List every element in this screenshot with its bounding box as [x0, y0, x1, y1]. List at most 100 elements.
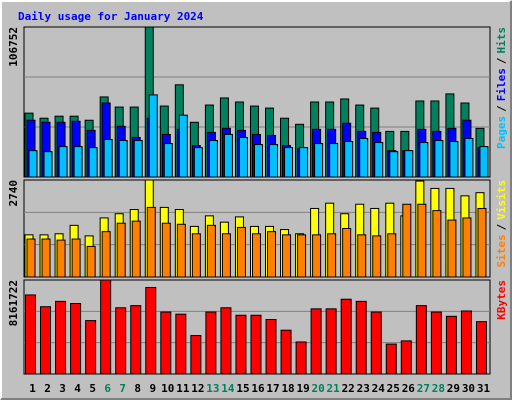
x-tick-label: 10	[161, 382, 174, 395]
bar	[445, 315, 457, 375]
bar	[235, 314, 247, 375]
bar	[265, 319, 277, 375]
x-tick-label: 26	[402, 382, 416, 395]
bar	[417, 203, 427, 278]
bar	[131, 220, 141, 278]
x-tick-label: 23	[357, 382, 370, 395]
x-tick-label: 28	[432, 382, 445, 395]
x-tick-label: 11	[176, 382, 190, 395]
bar	[295, 341, 307, 375]
bar	[297, 234, 307, 278]
bar	[280, 329, 292, 375]
bar	[130, 305, 142, 375]
bar	[447, 219, 457, 278]
x-tick-label: 31	[477, 382, 491, 395]
bar	[434, 140, 444, 178]
x-tick-label: 8	[134, 382, 141, 395]
x-tick-label: 30	[462, 382, 475, 395]
bar	[220, 307, 232, 375]
bar	[344, 141, 354, 178]
bar	[86, 245, 96, 278]
bar	[175, 313, 187, 375]
bar	[251, 233, 261, 278]
bar	[160, 311, 172, 375]
bar	[325, 308, 337, 375]
bar	[103, 139, 113, 178]
bar	[55, 300, 67, 375]
bar	[359, 137, 369, 178]
bar	[70, 302, 82, 375]
bar	[116, 222, 126, 278]
legend-separator: /	[495, 105, 508, 112]
bar	[101, 231, 111, 278]
bar	[25, 294, 36, 375]
bar	[40, 306, 52, 375]
y-tick-label: 8161722	[7, 280, 20, 326]
bar	[389, 151, 399, 178]
bar	[269, 144, 279, 178]
x-tick-label: 27	[417, 382, 430, 395]
legend-separator: /	[495, 223, 508, 230]
legend-entry: Files	[495, 68, 508, 101]
x-tick-label: 21	[327, 382, 341, 395]
x-tick-label: 12	[191, 382, 204, 395]
bar	[432, 210, 442, 278]
x-tick-label: 4	[74, 382, 81, 395]
x-tick-label: 1	[29, 382, 36, 395]
bar	[357, 234, 367, 278]
bar	[282, 234, 292, 278]
bar	[43, 151, 53, 178]
bar	[310, 308, 322, 375]
legend-separator: /	[495, 57, 508, 64]
bar	[430, 311, 442, 375]
bar	[387, 233, 397, 278]
x-tick-label: 2	[44, 382, 51, 395]
x-tick-label: 16	[251, 382, 265, 395]
x-tick-label: 5	[89, 382, 96, 395]
bar	[100, 279, 112, 375]
x-tick-label: 17	[266, 382, 279, 395]
x-tick-label: 3	[59, 382, 66, 395]
x-tick-label: 22	[342, 382, 355, 395]
bar	[26, 238, 36, 278]
bar	[404, 150, 414, 178]
bar	[402, 203, 412, 278]
bar	[28, 150, 38, 178]
bar	[462, 217, 472, 278]
bar	[355, 300, 367, 375]
bar	[206, 224, 216, 278]
bar	[370, 311, 382, 375]
bar	[267, 231, 277, 278]
bar	[148, 94, 158, 178]
bar	[163, 143, 173, 178]
bar	[415, 305, 427, 375]
bar	[464, 137, 474, 178]
bar	[236, 226, 246, 278]
bar	[460, 310, 472, 375]
bar	[191, 233, 201, 278]
x-tick-label: 29	[447, 382, 460, 395]
bar	[342, 228, 352, 278]
bar	[133, 140, 143, 178]
bar	[299, 147, 309, 178]
bar	[71, 238, 81, 278]
bar	[221, 233, 231, 278]
legend-entry: KBytes	[495, 280, 508, 320]
bar	[205, 311, 217, 375]
chart-title: Daily usage for January 2024	[18, 10, 204, 23]
bar	[327, 233, 337, 278]
bar	[208, 140, 218, 178]
bar	[41, 238, 51, 278]
legend-entry: Pages	[495, 116, 508, 149]
x-tick-label: 7	[119, 382, 126, 395]
bar	[475, 321, 487, 375]
bar	[400, 340, 412, 375]
bar	[329, 143, 339, 178]
y-tick-label: 2740	[7, 180, 20, 207]
bar	[314, 143, 324, 178]
bar	[284, 147, 294, 178]
legend: Sites / Visits	[495, 180, 508, 268]
x-tick-label: 24	[372, 382, 386, 395]
